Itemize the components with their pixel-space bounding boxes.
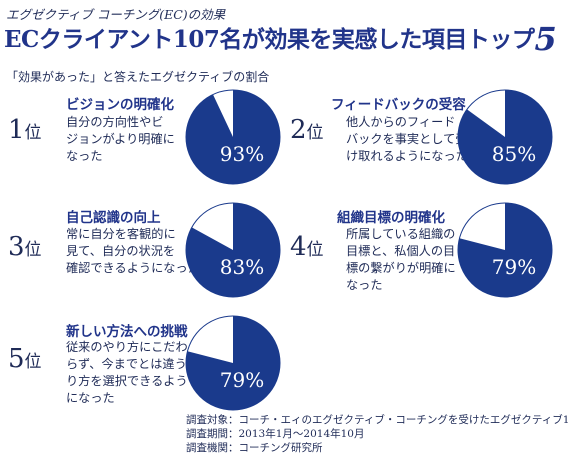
pie-chart: 85% bbox=[457, 89, 553, 185]
rank-number: 1 bbox=[8, 115, 25, 145]
rank-suffix: 位 bbox=[24, 352, 42, 372]
pie-value-slice bbox=[186, 203, 280, 297]
title-number: 5 bbox=[534, 20, 557, 58]
rank-number: 2 bbox=[290, 115, 307, 145]
pie-value-slice bbox=[458, 90, 552, 184]
rank-suffix: 位 bbox=[306, 123, 324, 143]
description-line: 常に自分を客観的に bbox=[66, 227, 176, 241]
pie-percent-label: 85% bbox=[492, 142, 536, 166]
rank-number: 3 bbox=[8, 232, 25, 262]
description-line: け取れるようになった bbox=[346, 149, 468, 163]
description-line: 従来のやり方にこだわ bbox=[66, 340, 188, 354]
page-title: ECクライアント107名が効果を実感した項目トップ5 bbox=[4, 20, 557, 58]
item-description: 自分の方向性やビ ジョンがより明確に なった bbox=[66, 114, 175, 165]
rank-number: 5 bbox=[8, 344, 25, 374]
description-line: 他人からのフィード bbox=[346, 115, 456, 129]
pie-percent-label: 83% bbox=[220, 255, 264, 279]
description-line: 目標と、私個人の目 bbox=[346, 244, 456, 258]
pie-chart: 83% bbox=[185, 202, 281, 298]
pie-value-slice bbox=[458, 203, 552, 297]
item-description: 他人からのフィード バックを事実として受 け取れるようになった bbox=[346, 114, 468, 165]
description-line: 確認できるようになった bbox=[66, 261, 200, 275]
rank-label: 3位 bbox=[8, 232, 42, 262]
rank-label: 4位 bbox=[290, 232, 324, 262]
item-title: 組織目標の明確化 bbox=[337, 210, 445, 226]
description-line: 所属している組織の bbox=[346, 227, 456, 241]
rank-label: 2位 bbox=[290, 115, 324, 145]
item-description: 常に自分を客観的に 見て、自分の状況を確認できるようになった bbox=[66, 226, 200, 277]
pie-value-slice bbox=[185, 90, 280, 184]
pie-percent-label: 79% bbox=[220, 368, 264, 392]
pie-percent-label: 93% bbox=[220, 142, 264, 166]
footer-target: 調査対象：コーチ・エィのエグゼクティブ・コーチングを受けたエグゼクティブ107人 bbox=[186, 414, 570, 426]
description-line: バックを事実として受 bbox=[346, 132, 468, 146]
pie-chart: 93% bbox=[185, 89, 281, 185]
rank-label: 5位 bbox=[8, 344, 42, 374]
supertitle: エグゼクティブ コーチング(EC)の効果 bbox=[6, 7, 226, 22]
description-line: らず、今までとは違うや bbox=[66, 357, 199, 371]
rank-suffix: 位 bbox=[24, 240, 42, 260]
item-title: 新しい方法への挑戦 bbox=[66, 324, 188, 340]
pie-value-slice bbox=[186, 316, 280, 410]
footer-period: 調査期間：2013年1月～2014年10月 bbox=[186, 428, 365, 440]
footer-agency: 調査機関：コーチング研究所 bbox=[186, 442, 323, 454]
title-main: ECクライアント107名が効果を実感した項目トップ bbox=[4, 26, 535, 53]
rank-suffix: 位 bbox=[24, 123, 42, 143]
pie-chart: 79% bbox=[185, 315, 281, 411]
item-description: 所属している組織の 目標と、私個人の目 標の繋がりが明確に なった bbox=[346, 226, 456, 294]
item-title: フィードバックの受容 bbox=[331, 97, 466, 113]
item-title: 自己認識の向上 bbox=[66, 210, 161, 226]
description-line: 自分の方向性やビ bbox=[66, 115, 164, 129]
item-title: ビジョンの明確化 bbox=[66, 97, 174, 113]
rank-number: 4 bbox=[290, 232, 307, 262]
pie-chart: 79% bbox=[457, 202, 553, 298]
description-line: 標の繋がりが明確に bbox=[346, 261, 456, 275]
description-line: 見て、自分の状況を bbox=[66, 244, 176, 258]
description-line: なった bbox=[346, 278, 383, 292]
pie-percent-label: 79% bbox=[492, 255, 536, 279]
item-description: 従来のやり方にこだわ らず、今までとは違うや り方を選択できるよう になった bbox=[66, 339, 199, 407]
description-line: り方を選択できるよう bbox=[66, 374, 188, 388]
description-line: なった bbox=[66, 149, 103, 163]
rank-label: 1位 bbox=[8, 115, 42, 145]
chart-subtitle: 「効果があった」と答えたエグゼクティブの割合 bbox=[6, 70, 270, 84]
rank-suffix: 位 bbox=[306, 240, 324, 260]
description-line: になった bbox=[66, 391, 115, 405]
description-line: ジョンがより明確に bbox=[66, 132, 175, 146]
